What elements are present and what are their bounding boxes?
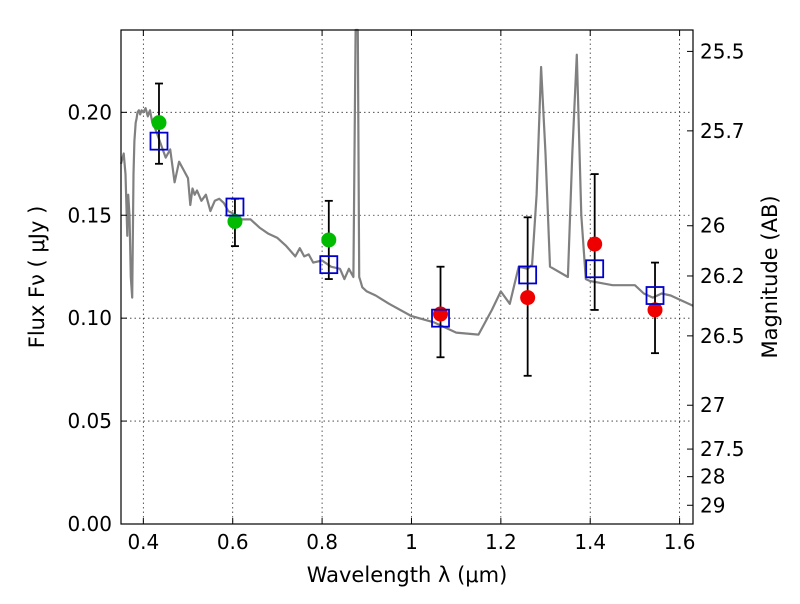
data-point-circle	[227, 213, 243, 229]
x-tick-label: 1.2	[485, 530, 517, 554]
data-point-circle	[321, 232, 337, 248]
x-tick-label: 0.8	[306, 530, 338, 554]
y-tick-label: 0.05	[67, 409, 112, 433]
x-tick-label: 0.4	[127, 530, 159, 554]
x-tick-label: 0.6	[217, 530, 249, 554]
x-tick-label: 1.6	[664, 530, 696, 554]
data-point-circle	[587, 236, 603, 252]
model-point-square	[645, 286, 665, 305]
y-axis-title: Flux Fν ( μJy )	[25, 206, 49, 349]
y2-tick-label: 25.7	[700, 119, 745, 143]
y2-tick-label: 27	[700, 393, 725, 417]
x-axis-title: Wavelength λ (μm)	[307, 563, 508, 587]
model-point-square	[149, 131, 169, 151]
data-point-circle	[647, 302, 663, 318]
model-point-square	[225, 197, 245, 217]
data-point-circle	[151, 115, 167, 131]
y2-tick-label: 26.2	[700, 264, 745, 288]
series-layer	[119, 28, 694, 377]
spectrum-line	[119, 28, 694, 336]
y-tick-label: 0.10	[67, 306, 112, 330]
x-tick-label: 1.4	[574, 530, 606, 554]
y2-tick-label: 28	[700, 465, 725, 489]
y2-tick-label: 25.5	[700, 39, 745, 63]
y2-tick-label: 26.5	[700, 324, 745, 348]
y-tick-label: 0.20	[67, 100, 112, 124]
y2-tick-label: 27.5	[700, 437, 745, 461]
y2-axis-title: Magnitude (AB)	[758, 195, 782, 358]
ticks: 0.4 0.6 0.8 1 1.2 1.4 1.6 0.00 0.05 0.10 0.15 0.20 2…	[67, 30, 745, 554]
model-point-square	[319, 255, 339, 275]
plot-background	[121, 30, 693, 524]
y-tick-label: 0.15	[67, 203, 112, 227]
y2-tick-label: 29	[700, 493, 725, 517]
y2-tick-label: 26	[700, 214, 725, 238]
x-tick-label: 1	[405, 530, 418, 554]
model-point-square	[431, 308, 450, 328]
model-point-square	[518, 265, 538, 285]
data-point-circle	[520, 290, 536, 306]
plot-frame	[120, 29, 694, 525]
model-point-square	[585, 259, 605, 279]
y-tick-label: 0.00	[67, 512, 112, 536]
